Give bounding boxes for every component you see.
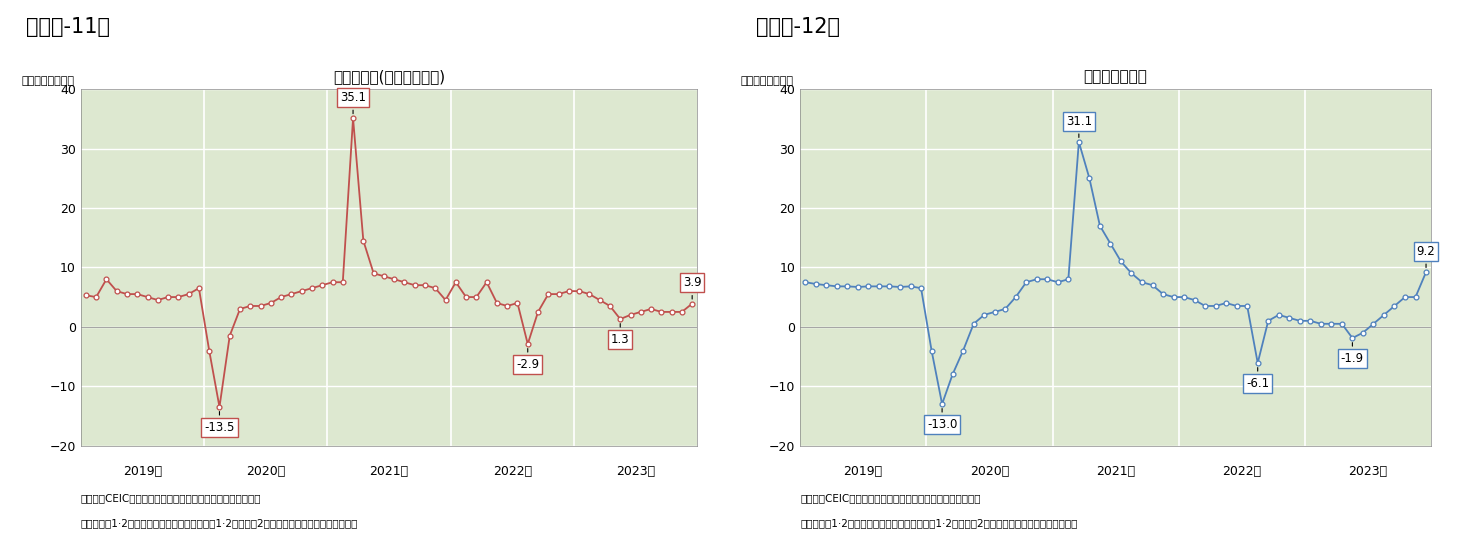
Text: 2022年: 2022年 (493, 465, 531, 477)
Title: 鉱工業生産(実質付加価値): 鉱工業生産(実質付加価値) (333, 69, 445, 84)
Text: 1.3: 1.3 (611, 324, 630, 346)
Text: 2023年: 2023年 (1349, 465, 1387, 477)
Text: （前年同月比％）: （前年同月比％） (741, 76, 794, 86)
Text: 2019年: 2019年 (123, 465, 161, 477)
Text: （注）例年1·2月は春節の影響でぶれるため、1·2月は共に2月時点累計（前年同期比）を表示: （注）例年1·2月は春節の影響でぶれるため、1·2月は共に2月時点累計（前年同期… (800, 518, 1078, 528)
Text: 2020年: 2020年 (970, 465, 1009, 477)
Text: 2022年: 2022年 (1223, 465, 1261, 477)
Title: サービス業生産: サービス業生産 (1083, 69, 1148, 84)
Text: -6.1: -6.1 (1246, 368, 1270, 390)
Text: -13.5: -13.5 (204, 412, 235, 434)
Text: （前年同月比％）: （前年同月比％） (22, 76, 75, 86)
Text: 35.1: 35.1 (341, 91, 366, 114)
Text: -2.9: -2.9 (517, 349, 539, 372)
Text: 2019年: 2019年 (844, 465, 882, 477)
Text: 3.9: 3.9 (683, 276, 702, 299)
Text: 9.2: 9.2 (1417, 245, 1436, 267)
Text: -1.9: -1.9 (1340, 343, 1364, 365)
Text: 2021年: 2021年 (370, 465, 408, 477)
Text: 2020年: 2020年 (247, 465, 285, 477)
Text: （図表-12）: （図表-12） (756, 17, 840, 37)
Text: （注）例年1·2月は春節の影響でぶれるため、1·2月は共に2月時点累計（前年同期比）を表示: （注）例年1·2月は春節の影響でぶれるため、1·2月は共に2月時点累計（前年同期… (81, 518, 358, 528)
Text: （図表-11）: （図表-11） (26, 17, 110, 37)
Text: 2023年: 2023年 (617, 465, 655, 477)
Text: 2021年: 2021年 (1097, 465, 1135, 477)
Text: -13.0: -13.0 (926, 409, 957, 431)
Text: （資料）CEIC（出所は中国国家統計局）のデータを元に作成: （資料）CEIC（出所は中国国家統計局）のデータを元に作成 (81, 493, 261, 503)
Text: （資料）CEIC（出所は中国国家統計局）のデータを元に作成: （資料）CEIC（出所は中国国家統計局）のデータを元に作成 (800, 493, 981, 503)
Text: 31.1: 31.1 (1066, 115, 1092, 138)
